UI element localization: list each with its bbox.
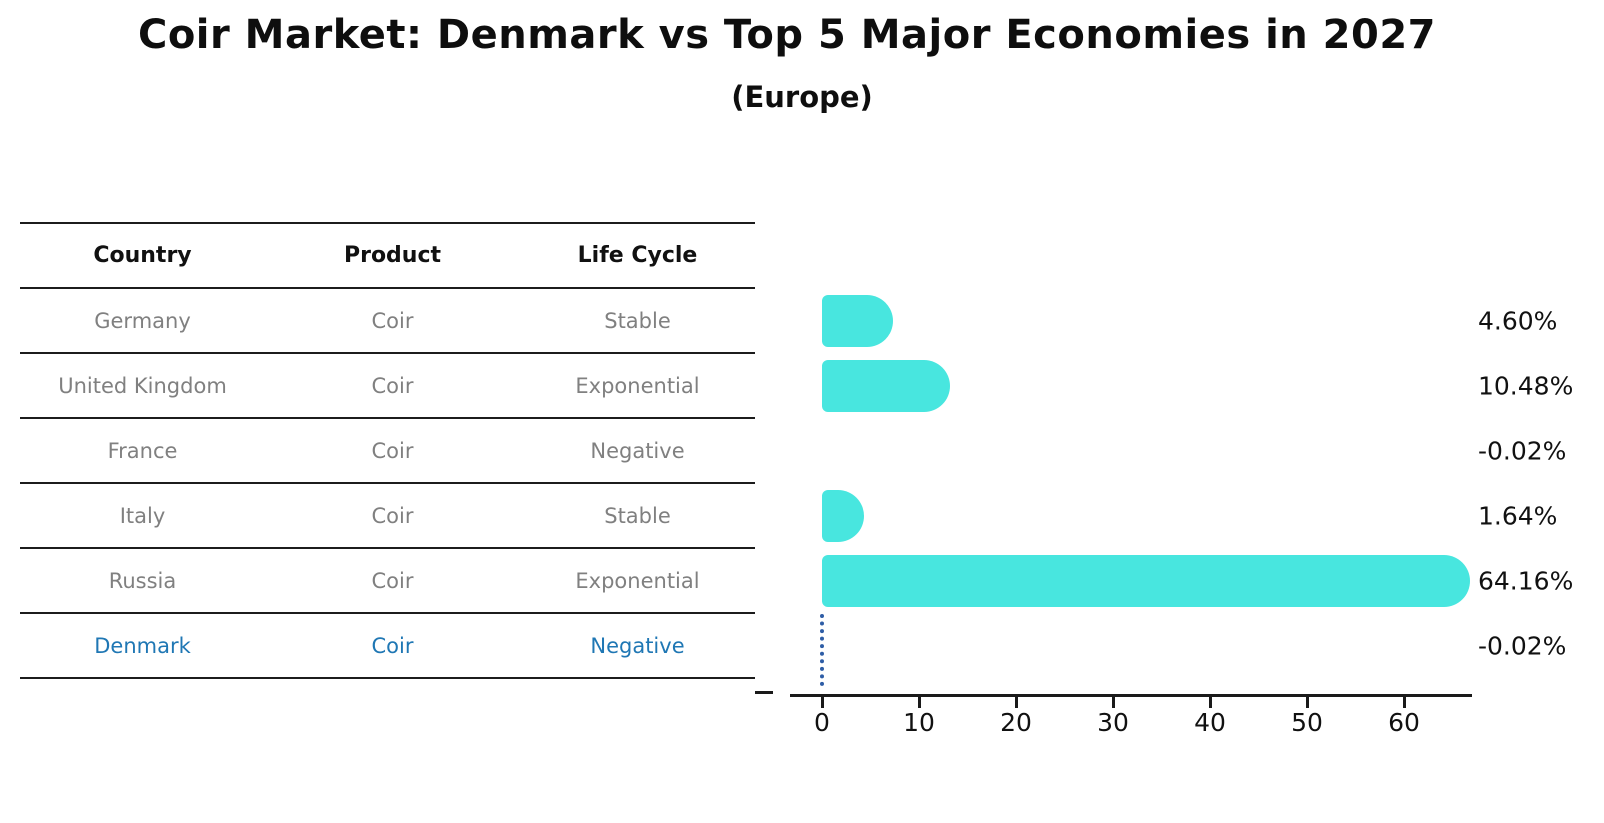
table-row: France Coir Negative [20,419,755,484]
table-cell-product: Coir [371,633,414,658]
figure-title: Coir Market: Denmark vs Top 5 Major Econ… [137,12,1437,58]
x-axis-tick [1403,697,1406,708]
denmark-marker-line [820,614,824,686]
x-axis-tick [1306,697,1309,708]
table-row: Italy Coir Stable [20,484,755,549]
table-cell-country: Russia [108,568,177,593]
bar-value-label: 10.48% [1478,371,1574,401]
table-row: Russia Coir Exponential [20,549,755,614]
x-axis-tick-label: 30 [1097,708,1129,737]
table-row: Germany Coir Stable [20,289,755,354]
table-header-cell: Life Cycle [577,243,698,268]
table-header-cell: Product [343,243,442,268]
bar-value-label: 1.64% [1478,501,1558,531]
x-axis-tick-label: 50 [1291,708,1323,737]
table-header-cell: Country [93,243,192,268]
table-cell-life-cycle: Negative [590,438,685,463]
table-cell-life-cycle: Exponential [575,568,700,593]
table-cell-life-cycle: Stable [604,308,671,333]
table-cell-product: Coir [371,373,414,398]
table-cell-life-cycle: Exponential [575,373,700,398]
table-cell-product: Coir [371,503,414,528]
x-axis-tick [1209,697,1212,708]
table-row: Denmark Coir Negative [20,614,755,679]
table-cell-country: United Kingdom [58,373,227,398]
x-axis-tick [1112,697,1115,708]
bar [822,295,893,347]
country-table: Country Product Life Cycle Germany Coir Stabl… [20,222,755,679]
table-cell-country: Germany [94,308,191,333]
bar-value-label: 64.16% [1478,566,1574,596]
axis-left-dash [755,691,773,694]
table-cell-life-cycle: Stable [604,503,671,528]
table-cell-country: Italy [119,503,166,528]
table-cell-life-cycle: Negative [590,633,685,658]
bar-value-label: 4.60% [1478,306,1558,336]
table-cell-country: France [107,438,178,463]
x-axis-line [790,694,1472,697]
x-axis-tick [821,697,824,708]
x-axis-tick [918,697,921,708]
x-axis-tick [1015,697,1018,708]
table-cell-product: Coir [371,568,414,593]
x-axis-tick-label: 40 [1194,708,1226,737]
table-row: United Kingdom Coir Exponential [20,354,755,419]
bar-value-label: -0.02% [1478,436,1567,466]
table-header-row: Country Product Life Cycle [20,222,755,289]
x-axis-tick-label: 60 [1388,708,1420,737]
x-axis-tick-label: 0 [814,708,830,737]
bar [822,490,864,542]
bar-value-label: -0.02% [1478,631,1567,661]
x-axis-tick-label: 20 [1000,708,1032,737]
bar [822,360,950,412]
x-axis-tick-label: 10 [903,708,935,737]
table-cell-product: Coir [371,438,414,463]
bar [822,555,1471,607]
table-cell-product: Coir [371,308,414,333]
figure-subtitle: (Europe) [731,80,873,114]
table-cell-country: Denmark [94,633,191,658]
